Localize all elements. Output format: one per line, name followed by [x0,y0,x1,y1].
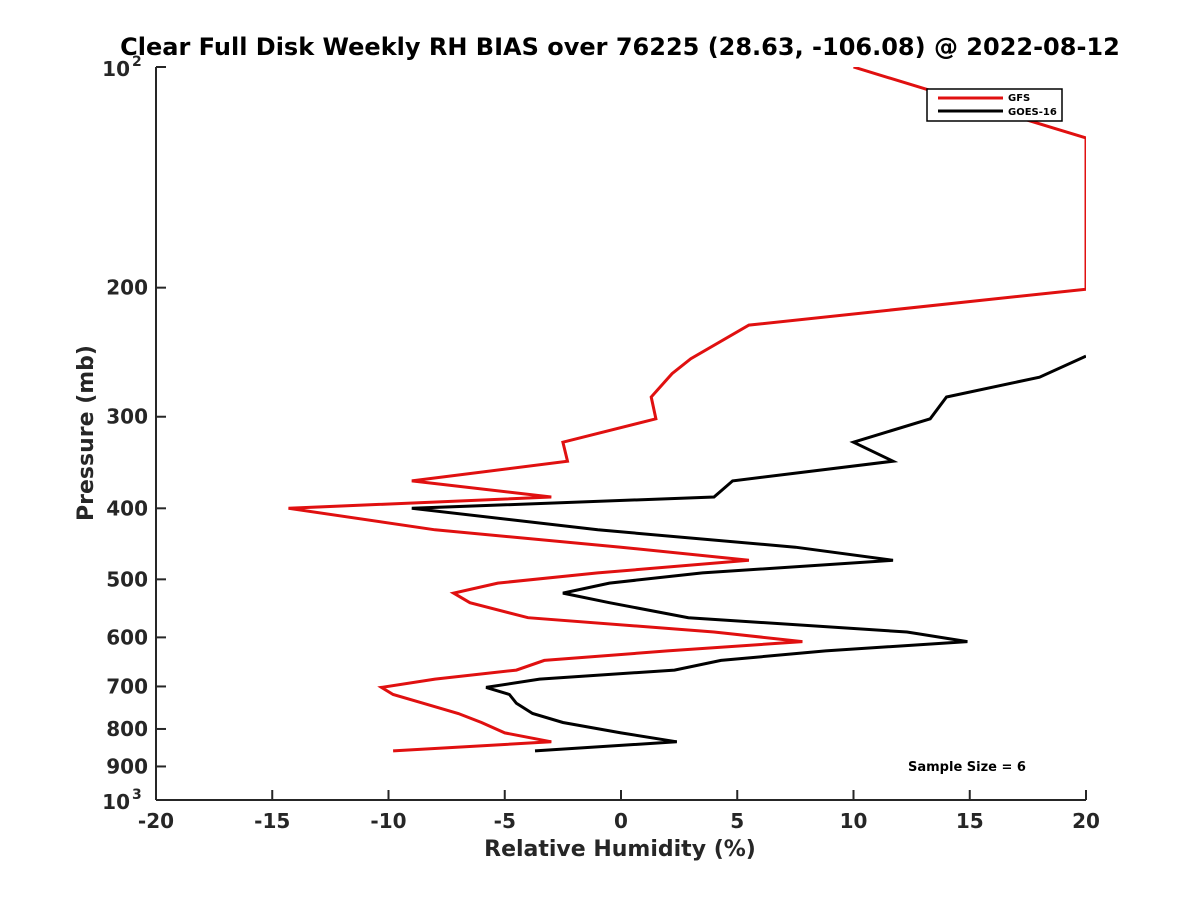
y-tick-label: 300 [106,405,148,429]
y-tick-label: 600 [106,625,148,649]
sample-size-annotation: Sample Size = 6 [908,760,1026,775]
y-tick-label: 900 [106,754,148,778]
y-tick-label: 200 [106,276,148,300]
series-line-goes16 [411,354,1086,753]
x-tick-label: 10 [840,809,868,833]
y-tick-label: 400 [106,496,148,520]
x-tick-label: 5 [730,809,744,833]
x-axis-ticks: -20 -15 -10 -5 0 5 10 15 20 [138,790,1100,833]
x-tick-label: 0 [614,809,628,833]
y-tick-label: 800 [106,717,148,741]
y-axis-label: Pressure (mb) [74,345,99,521]
x-tick-label: 20 [1072,809,1100,833]
plot-background [156,67,1086,800]
legend-box [926,88,1063,122]
legend: GFS GOES-16 [926,88,1063,122]
series-line-gfs [288,67,1086,753]
x-tick-label: -10 [370,809,406,833]
x-axis-label: Relative Humidity (%) [484,837,756,862]
plot-area [156,67,1086,800]
series-layer [288,67,1086,753]
x-tick-label: -20 [138,809,174,833]
y-tick-label: 10 [102,57,130,81]
chart-title: Clear Full Disk Weekly RH BIAS over 7622… [120,33,1120,61]
x-tick-label: -5 [494,809,516,833]
y-tick-label: 700 [106,674,148,698]
y-tick-label: 10 [102,790,130,814]
legend-label-gfs: GFS [1008,93,1030,104]
y-tick-exponent: 3 [132,787,142,803]
y-tick-label: 500 [106,567,148,591]
legend-label-goes16: GOES-16 [1008,107,1057,118]
y-tick-exponent: 2 [132,54,142,70]
x-tick-label: 15 [956,809,984,833]
x-tick-label: -15 [254,809,290,833]
